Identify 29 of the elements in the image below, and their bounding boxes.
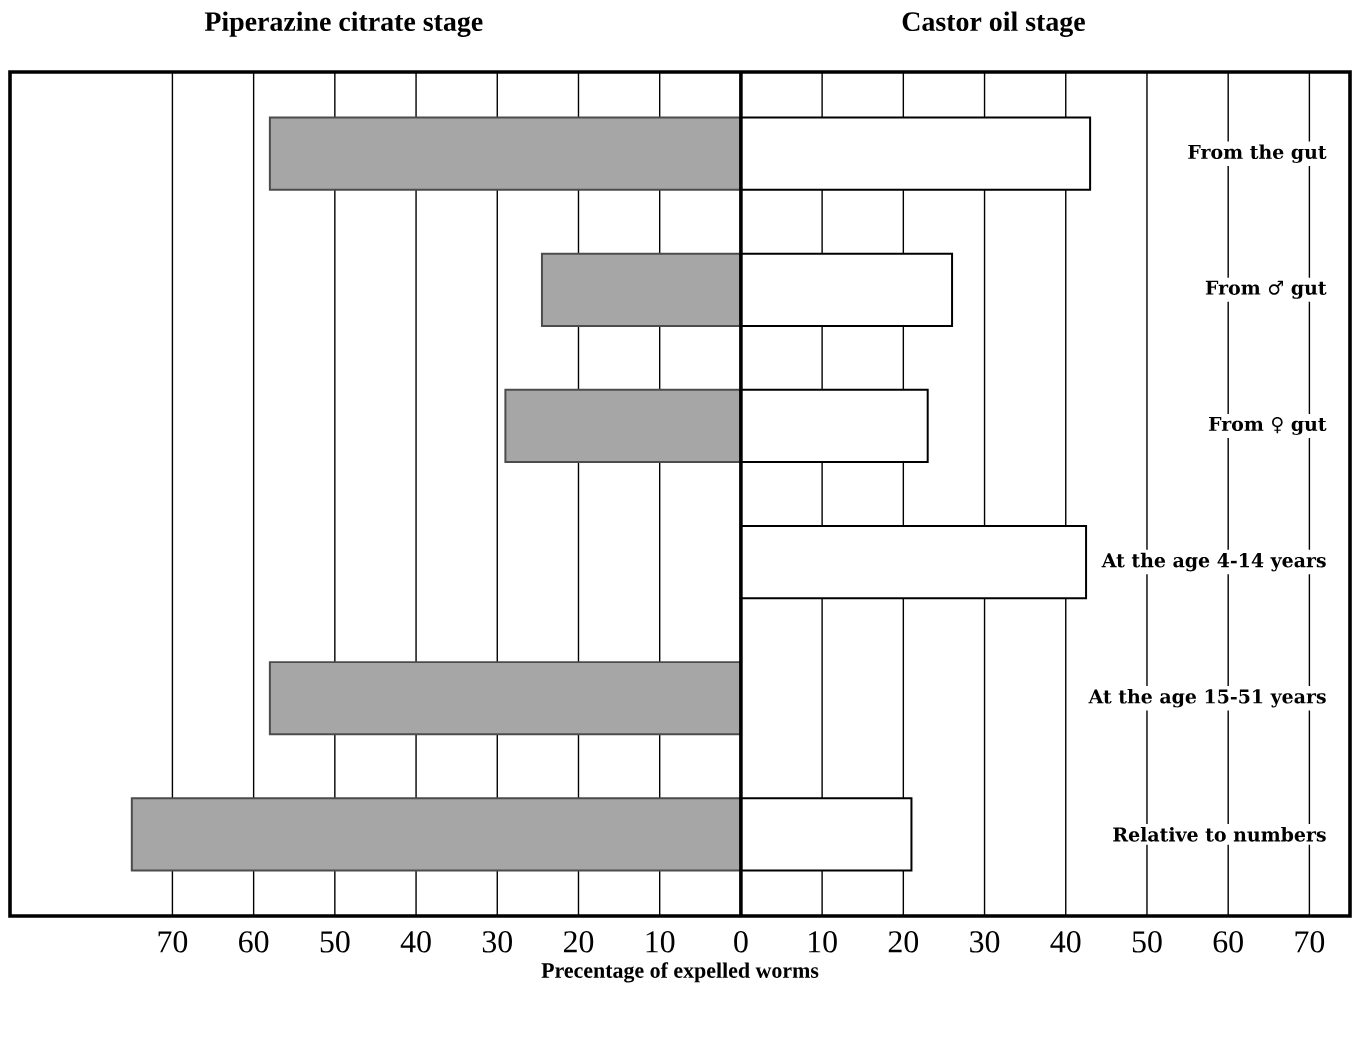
x-tick-label: 30: [970, 931, 1000, 953]
x-tick-label: 60: [239, 931, 269, 953]
text: Castor oil stage: [902, 11, 1085, 37]
x-tick-label: 30: [482, 931, 512, 953]
x-axis-title: Precentage of expelled worms: [541, 962, 819, 983]
bar: [130, 797, 742, 872]
bar: [268, 116, 742, 191]
y-tick-label: Relative to numbers: [1113, 827, 1326, 842]
bar: [540, 252, 742, 327]
x-tick-label: 60: [1213, 931, 1243, 953]
text: Piperazine citrate stage: [204, 11, 483, 37]
y-tick-label: At the age 15-51 years: [1088, 688, 1326, 708]
x-tick-label: 20: [888, 931, 919, 953]
x-tick-label: 10: [646, 931, 675, 953]
x-tick-label: 40: [400, 931, 431, 953]
x-tick-label: 50: [320, 931, 350, 953]
x-tick-label: 10: [808, 931, 837, 953]
x-tick-label: 50: [1132, 931, 1162, 953]
y-tick-label: From the gut: [1188, 144, 1327, 163]
x-tick-label: 0: [734, 931, 748, 953]
y-tick-label: From ♂ gut: [1205, 280, 1327, 299]
x-tick-label: 70: [1295, 931, 1325, 953]
y-tick-label: From ♀ gut: [1208, 416, 1327, 435]
x-tick-label: 70: [158, 931, 188, 953]
y-tick-label: At the age 4-14 years: [1101, 552, 1326, 572]
x-tick-label: 20: [563, 931, 594, 953]
x-tick-label: 40: [1050, 931, 1081, 953]
bar: [268, 661, 742, 736]
bar: [504, 388, 742, 464]
